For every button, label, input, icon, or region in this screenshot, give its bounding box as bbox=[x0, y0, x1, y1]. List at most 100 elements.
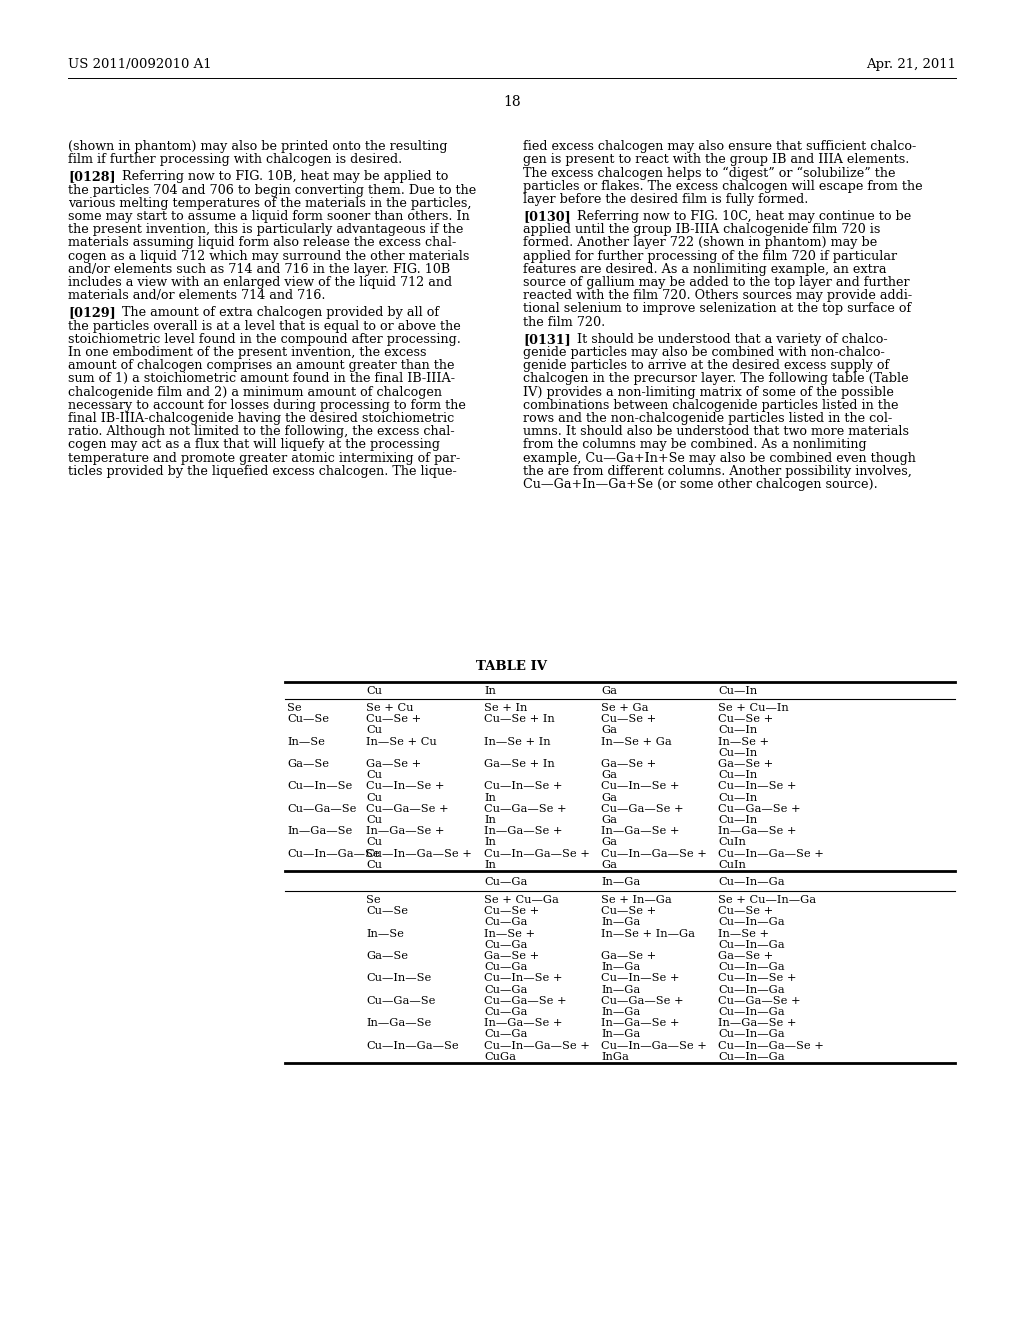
Text: Cu: Cu bbox=[366, 792, 382, 803]
Text: layer before the desired film is fully formed.: layer before the desired film is fully f… bbox=[523, 193, 808, 206]
Text: CuGa: CuGa bbox=[484, 1052, 516, 1061]
Text: Cu—In—Se: Cu—In—Se bbox=[287, 781, 352, 792]
Text: umns. It should also be understood that two more materials: umns. It should also be understood that … bbox=[523, 425, 909, 438]
Text: In: In bbox=[484, 859, 496, 870]
Text: In—Se + In: In—Se + In bbox=[484, 737, 551, 747]
Text: Cu—In—Ga—Se +: Cu—In—Ga—Se + bbox=[484, 1040, 590, 1051]
Text: rows and the non-chalcogenide particles listed in the col-: rows and the non-chalcogenide particles … bbox=[523, 412, 892, 425]
Text: CuIn: CuIn bbox=[718, 859, 745, 870]
Text: In—Ga—Se +: In—Ga—Se + bbox=[366, 826, 444, 836]
Text: Referring now to FIG. 10C, heat may continue to be: Referring now to FIG. 10C, heat may cont… bbox=[577, 210, 911, 223]
Text: Cu—In—Ga—Se: Cu—In—Ga—Se bbox=[366, 1040, 459, 1051]
Text: In—Ga: In—Ga bbox=[601, 962, 640, 973]
Text: Cu—In: Cu—In bbox=[718, 770, 758, 780]
Text: In—Se + Ga: In—Se + Ga bbox=[601, 737, 672, 747]
Text: materials and/or elements 714 and 716.: materials and/or elements 714 and 716. bbox=[68, 289, 326, 302]
Text: Referring now to FIG. 10B, heat may be applied to: Referring now to FIG. 10B, heat may be a… bbox=[122, 170, 449, 183]
Text: genide particles to arrive at the desired excess supply of: genide particles to arrive at the desire… bbox=[523, 359, 889, 372]
Text: Cu—In: Cu—In bbox=[718, 814, 758, 825]
Text: gen is present to react with the group IB and IIIA elements.: gen is present to react with the group I… bbox=[523, 153, 909, 166]
Text: Ga: Ga bbox=[601, 770, 617, 780]
Text: In: In bbox=[484, 814, 496, 825]
Text: In—Ga—Se: In—Ga—Se bbox=[287, 826, 352, 836]
Text: Se: Se bbox=[366, 895, 381, 906]
Text: In—Ga—Se +: In—Ga—Se + bbox=[601, 1018, 680, 1028]
Text: Ga—Se: Ga—Se bbox=[287, 759, 329, 770]
Text: chalcogenide film and 2) a minimum amount of chalcogen: chalcogenide film and 2) a minimum amoun… bbox=[68, 385, 442, 399]
Text: Se + Cu: Se + Cu bbox=[366, 704, 414, 713]
Text: necessary to account for losses during processing to form the: necessary to account for losses during p… bbox=[68, 399, 466, 412]
Text: Cu: Cu bbox=[366, 859, 382, 870]
Text: In—Ga: In—Ga bbox=[601, 985, 640, 994]
Text: Cu—Ga—Se +: Cu—Ga—Se + bbox=[601, 995, 684, 1006]
Text: Cu—In: Cu—In bbox=[718, 748, 758, 758]
Text: In—Se + In—Ga: In—Se + In—Ga bbox=[601, 928, 695, 939]
Text: cogen may act as a flux that will liquefy at the processing: cogen may act as a flux that will liquef… bbox=[68, 438, 440, 451]
Text: [0130]: [0130] bbox=[523, 210, 570, 223]
Text: Ga: Ga bbox=[601, 686, 617, 696]
Text: In—Se: In—Se bbox=[287, 737, 325, 747]
Text: Cu: Cu bbox=[366, 726, 382, 735]
Text: Cu—Ga—Se: Cu—Ga—Se bbox=[366, 995, 435, 1006]
Text: In—Ga: In—Ga bbox=[601, 1030, 640, 1039]
Text: Cu—Se +: Cu—Se + bbox=[718, 714, 773, 725]
Text: In—Ga—Se +: In—Ga—Se + bbox=[484, 1018, 562, 1028]
Text: Cu—In—Ga—Se +: Cu—In—Ga—Se + bbox=[718, 849, 824, 858]
Text: In: In bbox=[484, 792, 496, 803]
Text: In—Ga: In—Ga bbox=[601, 876, 640, 887]
Text: Cu—Ga: Cu—Ga bbox=[484, 917, 527, 928]
Text: Cu—Ga—Se +: Cu—Ga—Se + bbox=[601, 804, 684, 814]
Text: The excess chalcogen helps to “digest” or “solubilize” the: The excess chalcogen helps to “digest” o… bbox=[523, 166, 896, 180]
Text: Cu—Ga: Cu—Ga bbox=[484, 876, 527, 887]
Text: ratio. Although not limited to the following, the excess chal-: ratio. Although not limited to the follo… bbox=[68, 425, 455, 438]
Text: In—Ga: In—Ga bbox=[601, 1007, 640, 1016]
Text: Ga: Ga bbox=[601, 859, 617, 870]
Text: source of gallium may be added to the top layer and further: source of gallium may be added to the to… bbox=[523, 276, 909, 289]
Text: Cu: Cu bbox=[366, 686, 382, 696]
Text: In—Ga—Se +: In—Ga—Se + bbox=[718, 1018, 797, 1028]
Text: Cu—In—Ga: Cu—In—Ga bbox=[718, 1007, 784, 1016]
Text: Ga—Se +: Ga—Se + bbox=[718, 950, 773, 961]
Text: Se + In: Se + In bbox=[484, 704, 527, 713]
Text: Cu—In: Cu—In bbox=[718, 686, 758, 696]
Text: Cu—Se: Cu—Se bbox=[366, 907, 408, 916]
Text: Cu—In—Ga—Se +: Cu—In—Ga—Se + bbox=[601, 849, 707, 858]
Text: genide particles may also be combined with non-chalco-: genide particles may also be combined wi… bbox=[523, 346, 885, 359]
Text: Cu—In—Se +: Cu—In—Se + bbox=[366, 781, 444, 792]
Text: includes a view with an enlarged view of the liquid 712 and: includes a view with an enlarged view of… bbox=[68, 276, 453, 289]
Text: Cu—Ga: Cu—Ga bbox=[484, 985, 527, 994]
Text: reacted with the film 720. Others sources may provide addi-: reacted with the film 720. Others source… bbox=[523, 289, 912, 302]
Text: [0128]: [0128] bbox=[68, 170, 116, 183]
Text: Cu—Se +: Cu—Se + bbox=[484, 907, 540, 916]
Text: Cu—Ga: Cu—Ga bbox=[484, 1007, 527, 1016]
Text: Cu—In—Ga—Se: Cu—In—Ga—Se bbox=[287, 849, 380, 858]
Text: In—Se +: In—Se + bbox=[718, 737, 769, 747]
Text: Ga: Ga bbox=[601, 792, 617, 803]
Text: tional selenium to improve selenization at the top surface of: tional selenium to improve selenization … bbox=[523, 302, 911, 315]
Text: and/or elements such as 714 and 716 in the layer. FIG. 10B: and/or elements such as 714 and 716 in t… bbox=[68, 263, 451, 276]
Text: Cu—In—Ga: Cu—In—Ga bbox=[718, 1030, 784, 1039]
Text: stoichiometric level found in the compound after processing.: stoichiometric level found in the compou… bbox=[68, 333, 461, 346]
Text: Apr. 21, 2011: Apr. 21, 2011 bbox=[866, 58, 956, 71]
Text: the present invention, this is particularly advantageous if the: the present invention, this is particula… bbox=[68, 223, 464, 236]
Text: Cu—In—Se +: Cu—In—Se + bbox=[718, 781, 797, 792]
Text: materials assuming liquid form also release the excess chal-: materials assuming liquid form also rele… bbox=[68, 236, 457, 249]
Text: Cu—Ga—Se +: Cu—Ga—Se + bbox=[718, 995, 801, 1006]
Text: Cu—In—Ga: Cu—In—Ga bbox=[718, 917, 784, 928]
Text: Cu—In: Cu—In bbox=[718, 792, 758, 803]
Text: example, Cu—Ga+In+Se may also be combined even though: example, Cu—Ga+In+Se may also be combine… bbox=[523, 451, 915, 465]
Text: In—Ga: In—Ga bbox=[601, 917, 640, 928]
Text: Ga—Se +: Ga—Se + bbox=[601, 759, 656, 770]
Text: Ga—Se +: Ga—Se + bbox=[484, 950, 540, 961]
Text: formed. Another layer 722 (shown in phantom) may be: formed. Another layer 722 (shown in phan… bbox=[523, 236, 878, 249]
Text: Ga: Ga bbox=[601, 814, 617, 825]
Text: In—Ga—Se +: In—Ga—Se + bbox=[718, 826, 797, 836]
Text: [0131]: [0131] bbox=[523, 333, 570, 346]
Text: various melting temperatures of the materials in the particles,: various melting temperatures of the mate… bbox=[68, 197, 471, 210]
Text: InGa: InGa bbox=[601, 1052, 629, 1061]
Text: Cu—Ga—Se +: Cu—Ga—Se + bbox=[484, 995, 566, 1006]
Text: some may start to assume a liquid form sooner than others. In: some may start to assume a liquid form s… bbox=[68, 210, 470, 223]
Text: CuIn: CuIn bbox=[718, 837, 745, 847]
Text: Cu—In: Cu—In bbox=[718, 726, 758, 735]
Text: Cu—In—Ga—Se +: Cu—In—Ga—Se + bbox=[366, 849, 472, 858]
